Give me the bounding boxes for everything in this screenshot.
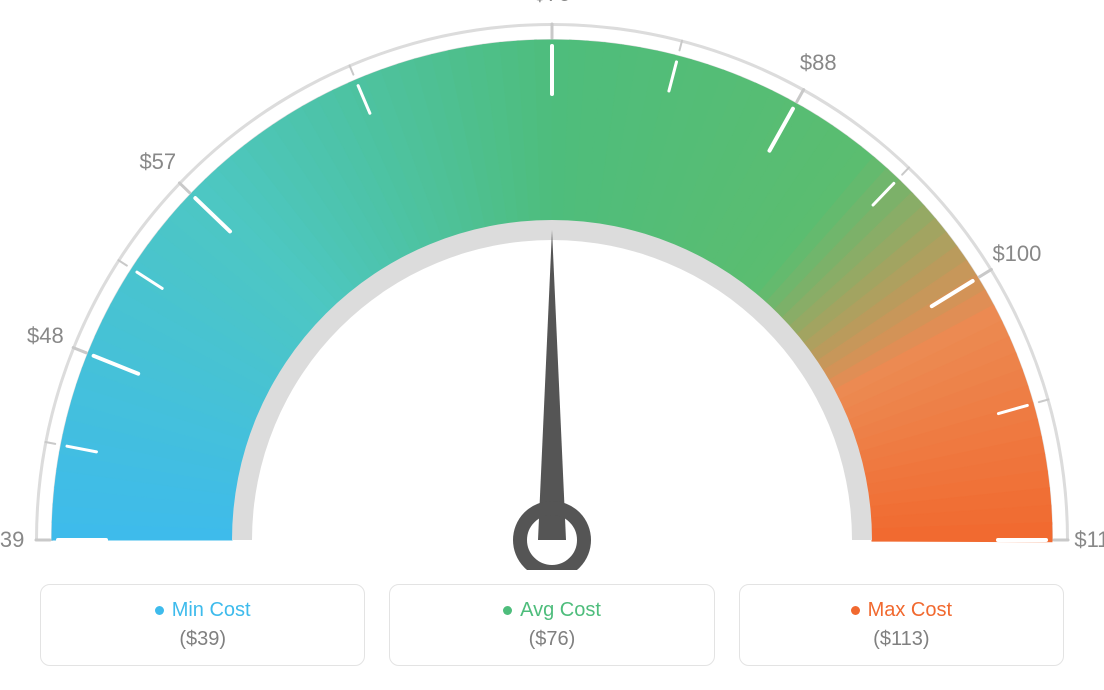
legend-title: Avg Cost: [503, 599, 601, 622]
legend-card-max: Max Cost ($113): [739, 584, 1064, 666]
legend-dot-icon: [155, 606, 164, 615]
legend-title: Max Cost: [851, 599, 952, 622]
gauge-svg: [0, 0, 1104, 570]
cost-gauge-chart: { "gauge": { "type": "gauge", "center_x"…: [0, 0, 1104, 690]
gauge-area: $39 $48 $57 $76 $88 $100 $113: [0, 0, 1104, 570]
legend-card-avg: Avg Cost ($76): [389, 584, 714, 666]
legend-row: Min Cost ($39) Avg Cost ($76) Max Cost ($113): [40, 584, 1064, 666]
tick-label: $76: [534, 0, 571, 7]
legend-dot-icon: [503, 606, 512, 615]
tick-label: $39: [0, 527, 24, 553]
tick-label: $113: [1074, 527, 1104, 553]
legend-label: Min Cost: [172, 599, 251, 622]
legend-card-min: Min Cost ($39): [40, 584, 365, 666]
legend-label: Max Cost: [868, 599, 952, 622]
needle: [538, 230, 566, 540]
tick-label: $100: [992, 241, 1041, 267]
legend-value: ($76): [400, 628, 703, 651]
legend-title: Min Cost: [155, 599, 251, 622]
tick-label: $57: [139, 149, 176, 175]
legend-label: Avg Cost: [520, 599, 601, 622]
legend-value: ($113): [750, 628, 1053, 651]
tick-label: $88: [800, 50, 837, 76]
tick-label: $48: [27, 323, 64, 349]
legend-dot-icon: [851, 606, 860, 615]
legend-value: ($39): [51, 628, 354, 651]
